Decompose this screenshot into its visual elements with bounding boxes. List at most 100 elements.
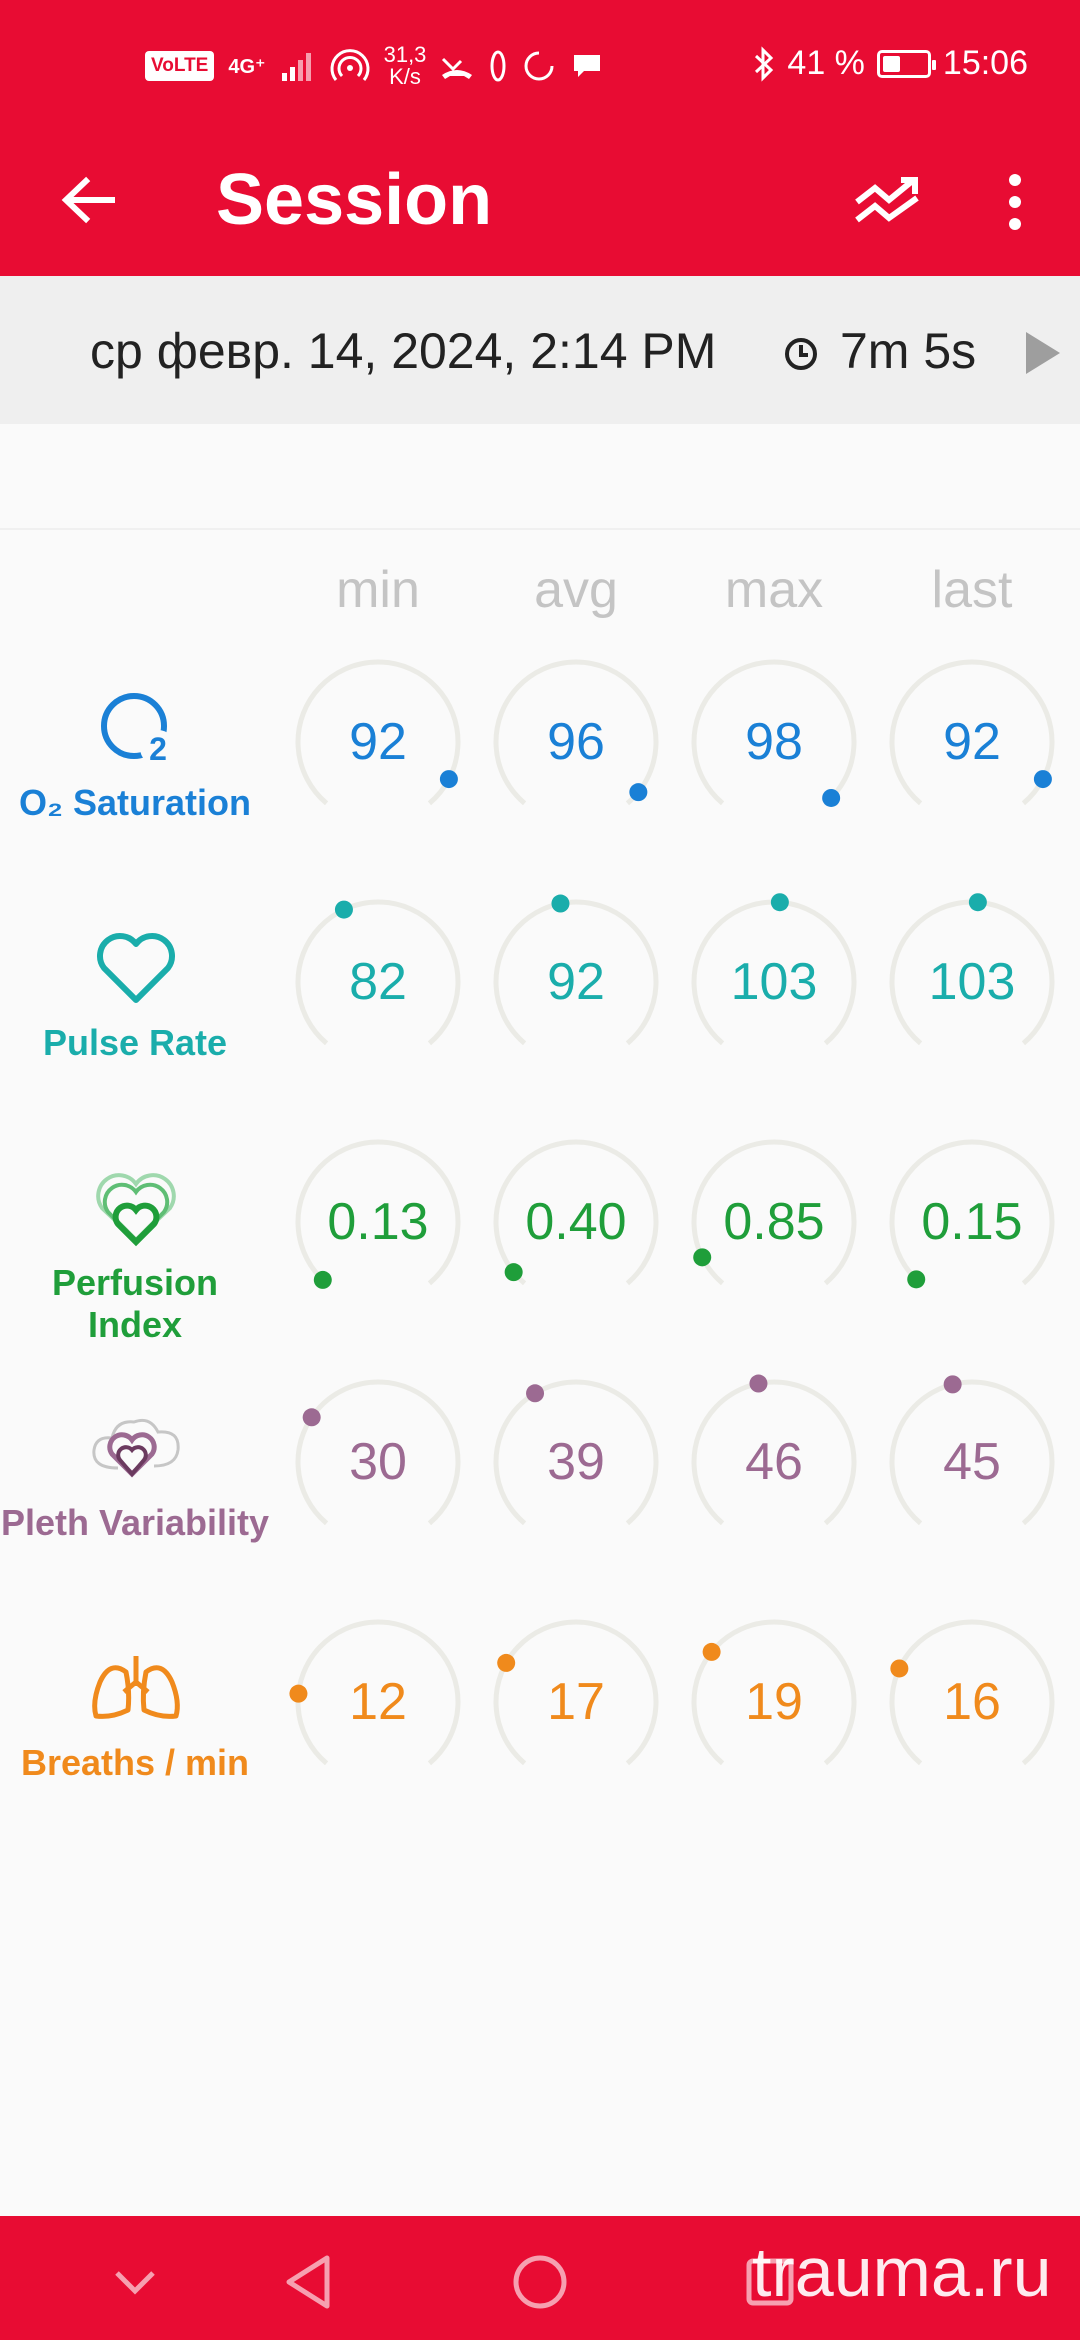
gauge-min: 12 bbox=[288, 1612, 468, 1792]
battery-percent: 41 % bbox=[787, 44, 865, 82]
signal-icon bbox=[281, 53, 311, 81]
gauge-indicator-dot bbox=[943, 1375, 962, 1394]
gauge-dial bbox=[493, 894, 659, 1046]
arrow-left-icon bbox=[61, 176, 115, 224]
gauge-track bbox=[889, 1379, 1055, 1526]
battery-level bbox=[882, 55, 901, 72]
status-right: 41 % 15:06 bbox=[753, 44, 1028, 83]
status-time: 15:06 bbox=[942, 44, 1028, 82]
gauge-indicator-dot bbox=[702, 1642, 721, 1661]
session-bar: ср февр. 14, 2024, 2:14 PM 7m 5s bbox=[0, 276, 1080, 424]
gauge-last: 16 bbox=[882, 1612, 1062, 1792]
gauge-dial bbox=[295, 659, 461, 806]
nav-back-button[interactable] bbox=[268, 2242, 348, 2322]
gauge-track bbox=[691, 659, 857, 806]
gauge-track bbox=[295, 1379, 461, 1526]
gauge-max: 0.85 bbox=[684, 1132, 864, 1312]
gauge-dial bbox=[493, 1379, 659, 1526]
gauge-dial bbox=[295, 899, 461, 1046]
gauge-value: 19 bbox=[745, 1673, 803, 1731]
watermark: trauma.ru bbox=[752, 2233, 1052, 2311]
nav-back-icon bbox=[286, 2255, 330, 2309]
app-notification-icon bbox=[490, 50, 506, 82]
data-speed: 31,3 K/s bbox=[384, 44, 427, 88]
page-title: Session bbox=[216, 160, 493, 240]
gauge-min: 30 bbox=[288, 1372, 468, 1552]
nav-recents-button[interactable] bbox=[730, 2242, 810, 2322]
lungs-icon bbox=[92, 1656, 180, 1719]
gauge-dial bbox=[691, 1139, 857, 1286]
gauge-dial bbox=[493, 1619, 659, 1766]
gauge-dial bbox=[889, 1375, 1055, 1526]
volte-badge: VoLTE bbox=[145, 51, 215, 81]
gauge-track bbox=[493, 899, 659, 1046]
app-bar: Session bbox=[0, 130, 1080, 276]
metric-label-perfusion: Perfusion Index bbox=[51, 1262, 219, 1345]
gauge-track bbox=[493, 1619, 659, 1766]
gauge-track bbox=[889, 1139, 1055, 1286]
gauge-value: 0.40 bbox=[525, 1193, 627, 1251]
gauge-min: 0.13 bbox=[288, 1132, 468, 1312]
metric-label-pleth: Pleth Variability bbox=[0, 1502, 270, 1543]
gauge-track bbox=[691, 1379, 857, 1526]
gauge-max: 103 bbox=[684, 892, 864, 1072]
gauge-indicator-dot bbox=[334, 900, 353, 919]
gauge-track bbox=[295, 1139, 461, 1286]
gauge-dial bbox=[289, 1619, 461, 1766]
column-header-last: last bbox=[931, 561, 1013, 619]
gauge-indicator-dot bbox=[439, 770, 458, 789]
gauge-value: 46 bbox=[745, 1433, 803, 1491]
missed-call-icon bbox=[442, 57, 473, 79]
hotspot-icon bbox=[330, 49, 370, 81]
chat-icon bbox=[574, 55, 601, 77]
gauge-indicator-dot bbox=[907, 1270, 926, 1289]
gauge-avg: 96 bbox=[486, 652, 666, 832]
chevron-down-icon bbox=[115, 2271, 155, 2295]
gauge-avg: 0.40 bbox=[486, 1132, 666, 1312]
nav-recents-icon bbox=[746, 2258, 794, 2306]
metric-label-o2: O₂ Saturation bbox=[18, 782, 251, 823]
navigation-bar bbox=[0, 2216, 1080, 2340]
gauge-track bbox=[889, 659, 1055, 806]
clock-icon bbox=[785, 338, 817, 370]
gauge-track bbox=[889, 1619, 1055, 1766]
gauge-value: 92 bbox=[349, 713, 407, 771]
gauge-dial bbox=[295, 1379, 461, 1526]
nav-home-button[interactable] bbox=[500, 2242, 580, 2322]
trend-button[interactable] bbox=[846, 160, 930, 244]
gauge-indicator-dot bbox=[749, 1374, 768, 1393]
play-icon[interactable] bbox=[1020, 328, 1070, 378]
gauge-dial bbox=[691, 1619, 857, 1766]
gauge-value: 96 bbox=[547, 713, 605, 771]
gauge-dial bbox=[889, 893, 1055, 1046]
gauge-value: 92 bbox=[547, 953, 605, 1011]
gauge-value: 30 bbox=[349, 1433, 407, 1491]
network-type: 4G⁺ bbox=[228, 55, 266, 78]
divider bbox=[0, 528, 1080, 530]
session-date: ср февр. 14, 2024, 2:14 PM bbox=[90, 323, 717, 379]
o2-icon: 2 bbox=[101, 693, 176, 767]
gauge-dial bbox=[889, 659, 1055, 806]
gauge-min: 92 bbox=[288, 652, 468, 832]
more-menu-button[interactable] bbox=[980, 160, 1050, 244]
gauge-dial bbox=[691, 659, 857, 807]
data-speed-value: 31,3 bbox=[383, 42, 427, 67]
gauge-track bbox=[295, 1619, 461, 1766]
gauge-indicator-dot bbox=[822, 788, 841, 807]
gauge-dial bbox=[889, 1619, 1055, 1766]
svg-text:2: 2 bbox=[149, 731, 167, 767]
gauge-indicator-dot bbox=[313, 1270, 332, 1289]
gauge-indicator-dot bbox=[551, 894, 570, 913]
nav-down-button[interactable] bbox=[95, 2242, 175, 2322]
gauge-value: 45 bbox=[943, 1433, 1001, 1491]
nav-home-icon bbox=[513, 2255, 567, 2309]
battery-icon bbox=[876, 49, 936, 78]
gauge-track bbox=[493, 1379, 659, 1526]
gauge-track bbox=[295, 659, 461, 806]
gauge-dial bbox=[493, 1139, 659, 1286]
more-vert-icon bbox=[1009, 174, 1021, 230]
top-bar: VoLTE 4G⁺ 31,3 K/s bbox=[0, 0, 1080, 276]
back-button[interactable] bbox=[48, 160, 128, 240]
gauge-track bbox=[691, 1139, 857, 1286]
bluetooth-icon bbox=[755, 45, 774, 82]
